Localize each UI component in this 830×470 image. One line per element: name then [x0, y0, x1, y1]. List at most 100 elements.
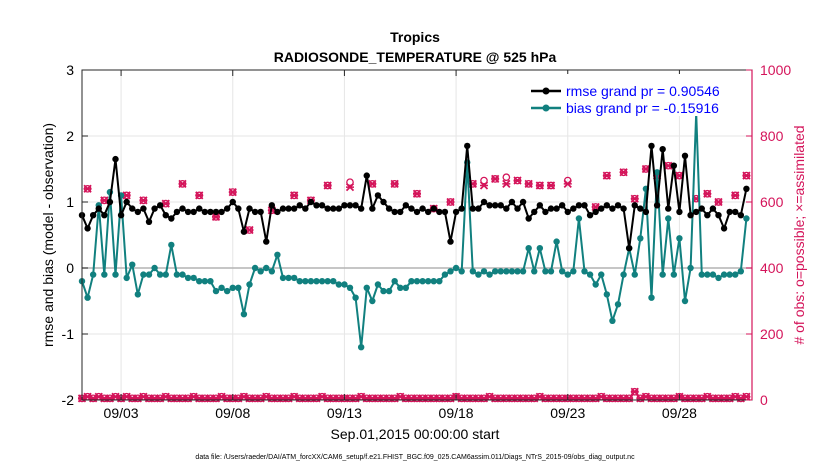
- rmse-point: [156, 202, 164, 209]
- rmse-point: [469, 205, 477, 212]
- bias-point: [670, 271, 678, 278]
- bias-point: [140, 271, 147, 278]
- bias-point: [542, 268, 549, 275]
- rmse-point: [184, 208, 192, 216]
- bias-point: [586, 271, 594, 278]
- y-axis-label: rmse and bias (model - observation): [40, 123, 56, 347]
- y-tick-label: 1: [66, 194, 74, 210]
- rmse-point: [380, 198, 387, 206]
- rmse-point: [430, 205, 437, 212]
- x-tick-label: 09/18: [439, 405, 474, 421]
- bias-point: [246, 281, 253, 288]
- y-tick-label: 2: [66, 128, 74, 144]
- rmse-point: [715, 212, 722, 219]
- bias-point: [397, 284, 404, 291]
- rmse-point: [558, 202, 566, 209]
- bias-point: [631, 271, 638, 278]
- bias-point: [592, 281, 599, 288]
- rmse-point: [240, 228, 248, 235]
- rmse-point: [609, 205, 616, 212]
- rmse-point: [452, 208, 460, 216]
- bias-point: [129, 261, 136, 268]
- legend-bias-marker: [542, 104, 550, 112]
- rmse-point: [246, 205, 253, 212]
- bias-point: [603, 291, 611, 298]
- rmse-point: [592, 208, 599, 216]
- axes: 09/03 09/08 09/13 09/18 09/23 09/28 -2 -1 0 1 2 3 0 2…: [62, 62, 792, 421]
- bias-point: [335, 281, 343, 288]
- rmse-point: [575, 202, 583, 209]
- bias-point: [637, 235, 644, 242]
- rmse-point: [201, 208, 209, 216]
- rmse-point: [274, 208, 281, 216]
- y2-tick-label: 0: [760, 392, 768, 408]
- bias-point: [274, 251, 281, 258]
- rmse-point: [424, 208, 432, 216]
- bias-point: [620, 271, 627, 278]
- bias-point: [318, 278, 326, 285]
- obs-possible-marker: [346, 178, 354, 187]
- rmse-point: [486, 202, 493, 209]
- rmse-point: [536, 202, 544, 209]
- rmse-point: [357, 205, 365, 212]
- bias-point: [687, 264, 694, 272]
- bias-point: [709, 271, 717, 278]
- rmse-point: [503, 205, 510, 212]
- bias-point: [341, 281, 348, 288]
- rmse-point: [335, 205, 343, 212]
- bias-point: [480, 268, 488, 275]
- bias-point: [235, 284, 242, 291]
- rmse-point: [235, 205, 242, 212]
- bias-point: [212, 287, 220, 295]
- rmse-point: [352, 202, 359, 209]
- rmse-point: [743, 185, 750, 192]
- footnote: data file: /Users/raeder/DAI/ATM_forcXX/…: [195, 454, 635, 461]
- rmse-point: [586, 212, 594, 219]
- x-axis-label: Sep.01,2015 00:00:00 start: [331, 426, 500, 442]
- rmse-point: [659, 146, 666, 153]
- bias-point: [385, 287, 393, 295]
- x-tick-label: 09/28: [662, 405, 697, 421]
- bias-point: [558, 268, 566, 275]
- rmse-point: [84, 225, 91, 232]
- bias-point: [570, 268, 577, 275]
- bias-point: [531, 268, 538, 275]
- y-tick-label: 0: [66, 260, 74, 276]
- bias-point: [419, 278, 426, 285]
- bias-point: [251, 264, 259, 272]
- legend: rmse grand pr = 0.90546 bias grand pr = …: [526, 74, 748, 116]
- rmse-point: [173, 208, 181, 216]
- bias-point: [123, 274, 130, 282]
- chart-title: Tropics: [390, 29, 440, 45]
- rmse-point: [720, 225, 728, 232]
- rmse-point: [162, 212, 169, 219]
- chart-subtitle: RADIOSONDE_TEMPERATURE @ 525 hPa: [274, 49, 557, 65]
- y-tick-label: -1: [62, 326, 75, 342]
- rmse-point: [542, 208, 549, 216]
- rmse-point: [313, 202, 320, 209]
- legend-bias-label: bias grand pr = -0.15916: [566, 100, 719, 116]
- rmse-point: [732, 208, 739, 216]
- rmse-point: [704, 212, 711, 219]
- bias-point: [101, 271, 108, 278]
- bias-point: [715, 274, 722, 282]
- bias-point: [441, 271, 449, 278]
- rmse-point: [101, 212, 108, 219]
- bias-point: [547, 268, 555, 275]
- rmse-point: [212, 208, 220, 216]
- bias-point: [681, 297, 689, 305]
- y2-axis-label: # of obs: o=possible; ×=assimilated: [791, 125, 807, 344]
- rmse-point: [436, 208, 443, 216]
- rmse-point: [151, 205, 158, 212]
- bias-point: [452, 264, 460, 272]
- bias-point: [720, 271, 728, 278]
- bias-point: [324, 278, 331, 285]
- bias-point: [732, 271, 739, 278]
- rmse-point: [117, 212, 125, 219]
- rmse-point: [475, 205, 482, 212]
- rmse-point: [709, 205, 717, 212]
- x-tick-label: 09/08: [215, 405, 250, 421]
- bias-point: [581, 268, 588, 275]
- bias-point: [665, 215, 672, 222]
- obs-possible-marker: [502, 173, 511, 182]
